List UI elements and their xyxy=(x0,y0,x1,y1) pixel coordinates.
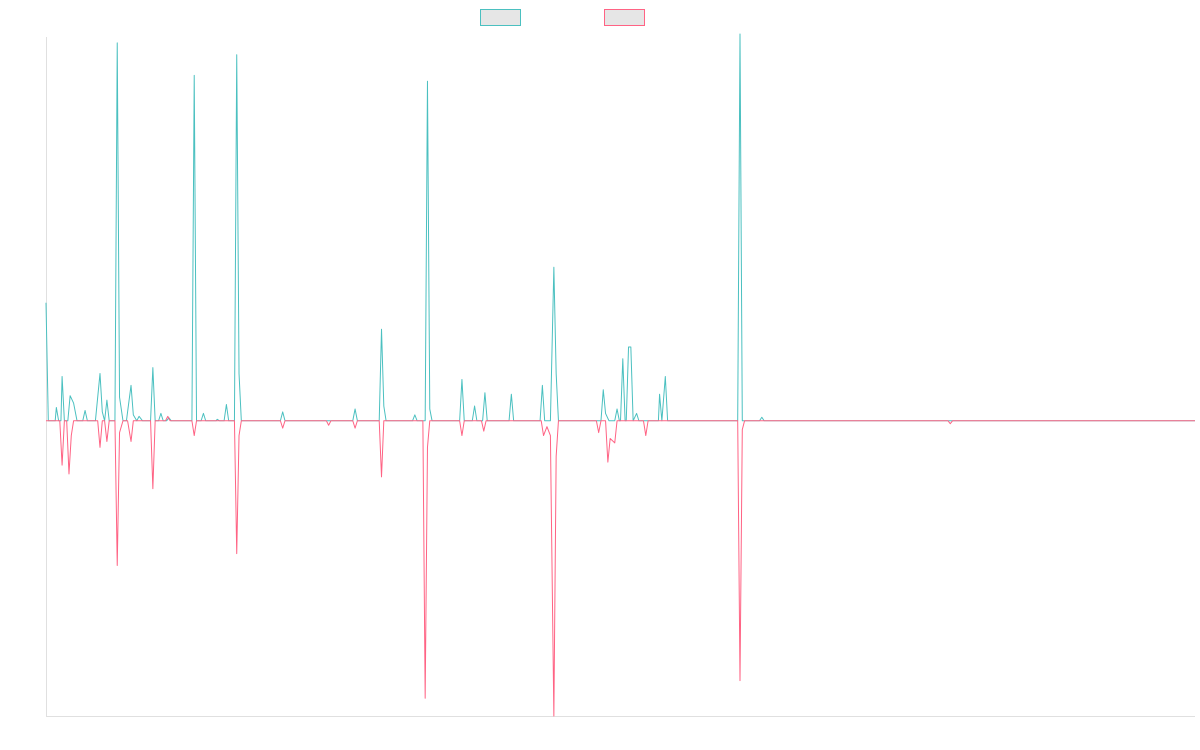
series-line-a xyxy=(45,33,1195,422)
legend-swatch-series-b[interactable] xyxy=(604,9,645,26)
legend xyxy=(480,9,645,26)
plot-area xyxy=(45,33,1195,717)
series-line-b xyxy=(46,415,1195,717)
axes xyxy=(46,37,1195,717)
legend-swatch-series-a[interactable] xyxy=(480,9,521,26)
